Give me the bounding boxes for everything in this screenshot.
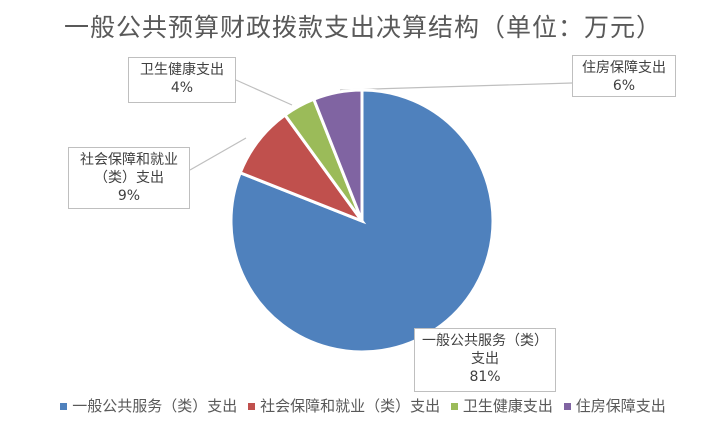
data-label-pct: 81% — [469, 369, 501, 385]
legend-label: 卫生健康支出 — [462, 397, 553, 415]
legend-swatch — [450, 403, 458, 410]
legend-label: 住房保障支出 — [575, 397, 666, 415]
data-label-pct: 4% — [170, 80, 194, 96]
leader-line — [235, 79, 293, 106]
legend-item: 卫生健康支出 — [450, 395, 553, 416]
data-label-text: （类）支出 — [94, 170, 164, 186]
legend-swatch — [563, 403, 571, 410]
data-label-pct: 6% — [612, 78, 636, 94]
legend-label: 社会保障和就业（类）支出 — [260, 397, 441, 415]
data-label-text: 住房保障支出 — [582, 60, 666, 76]
legend-item: 住房保障支出 — [563, 395, 666, 416]
pie-slice-3 — [311, 88, 364, 222]
legend-item: 社会保障和就业（类）支出 — [248, 395, 440, 416]
data-label-0: 一般公共服务（类） 支出 81% — [414, 328, 556, 392]
data-label-2: 卫生健康支出 4% — [128, 57, 236, 103]
leader-line — [189, 137, 247, 171]
legend-swatch — [60, 403, 68, 410]
chart-title: 一般公共预算财政拨款支出决算结构（单位：万元） — [63, 13, 662, 42]
leader-line — [339, 82, 573, 91]
data-label-text: 支出 — [471, 351, 499, 367]
data-label-text: 社会保障和就业 — [80, 152, 178, 168]
data-label-text: 一般公共服务（类） — [422, 333, 548, 349]
data-label-text: 卫生健康支出 — [140, 62, 224, 78]
data-label-3: 住房保障支出 6% — [572, 55, 676, 97]
data-label-pct: 9% — [117, 188, 141, 204]
data-label-1: 社会保障和就业 （类）支出 9% — [68, 147, 190, 209]
legend-item: 一般公共服务（类）支出 — [60, 395, 237, 416]
legend-swatch — [248, 403, 256, 410]
legend-label: 一般公共服务（类）支出 — [72, 397, 238, 415]
legend: 一般公共服务（类）支出 社会保障和就业（类）支出 卫生健康支出 住房保障支出 — [0, 395, 726, 416]
